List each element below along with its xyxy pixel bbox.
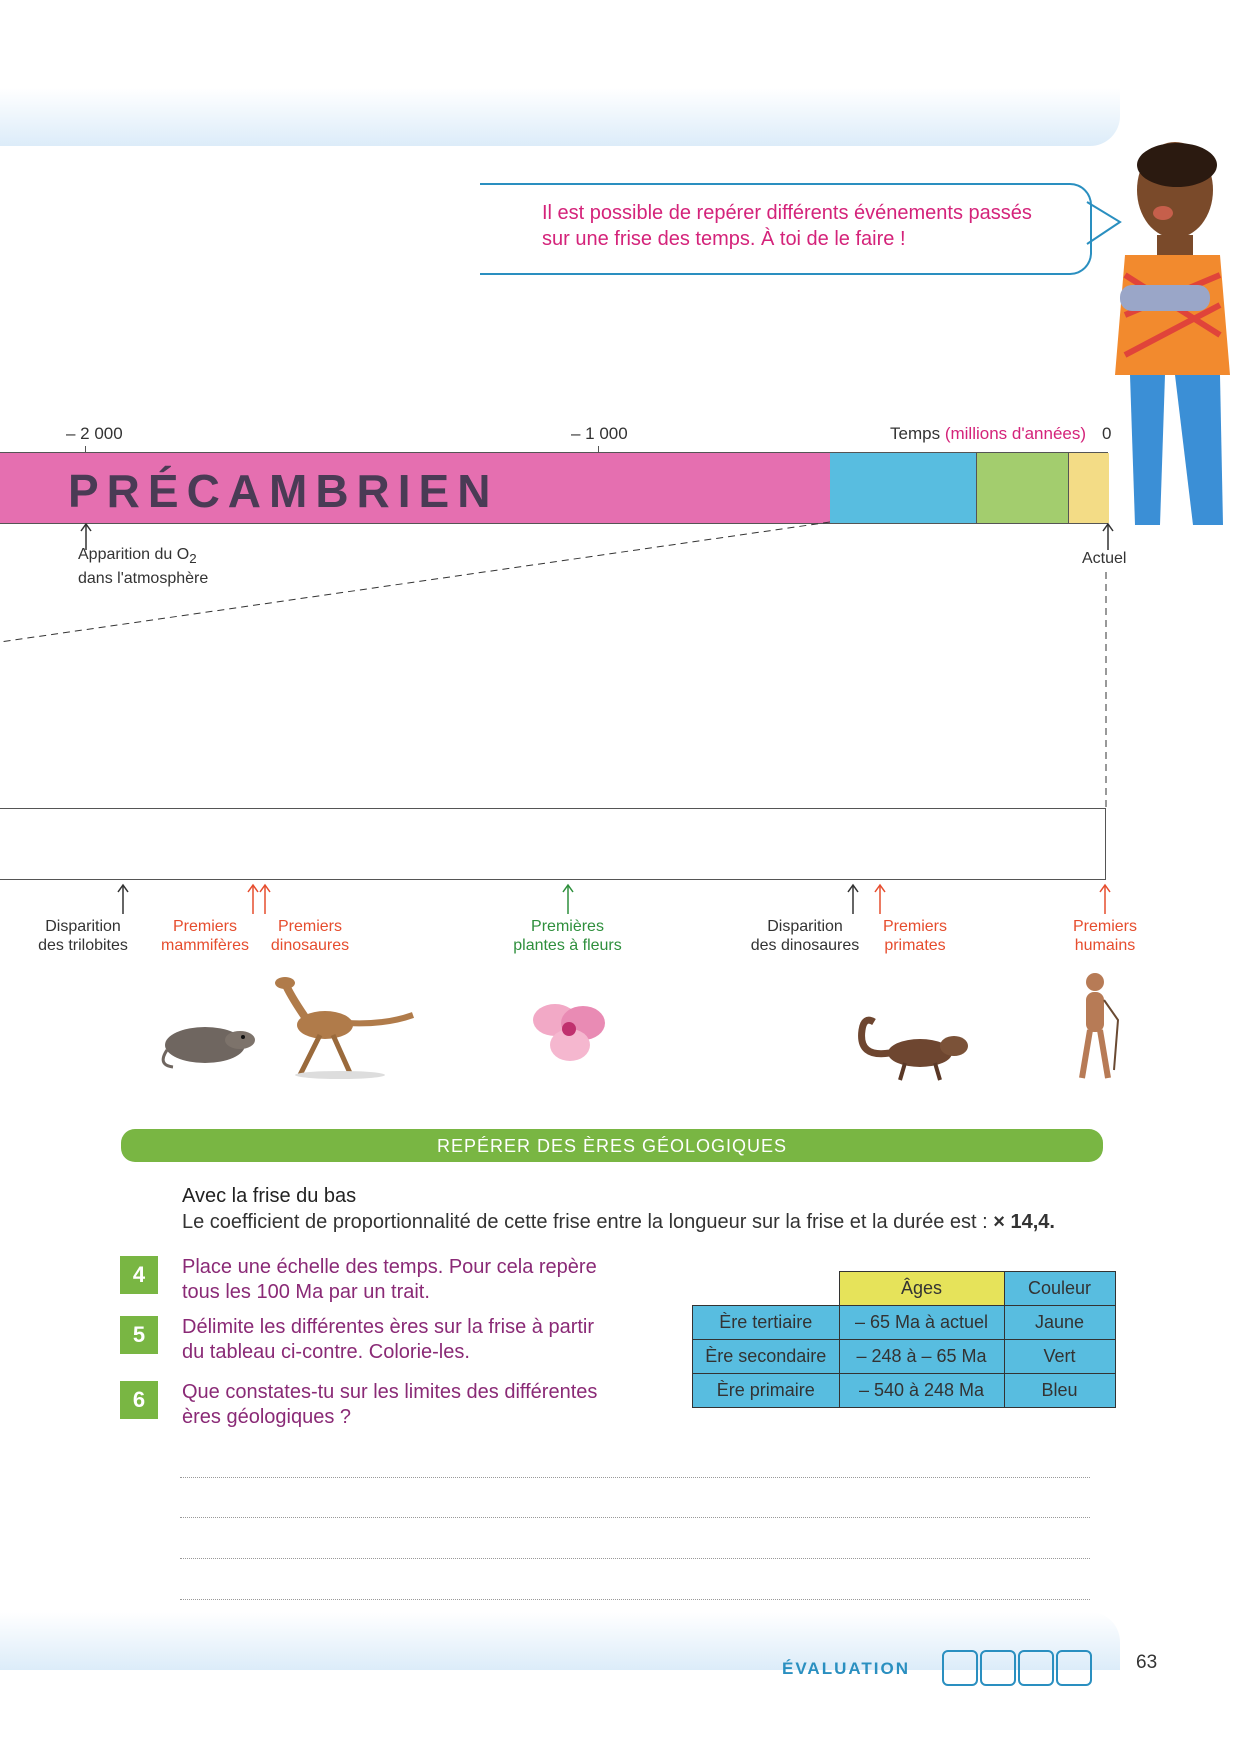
event-dinosaur-extinction: Disparition des dinosaures: [750, 918, 860, 954]
evaluation-label: ÉVALUATION: [782, 1659, 910, 1678]
primate-illustration: [858, 1016, 968, 1081]
answer-line-3[interactable]: [180, 1558, 1090, 1559]
oxygen-label: Apparition du O2 dans l'atmosphère: [78, 545, 208, 589]
bubble-tail-icon: [1086, 201, 1122, 245]
precambrian-segment: [0, 453, 830, 523]
evaluation-box-3[interactable]: [1018, 1650, 1054, 1686]
question-number-5: 5: [120, 1316, 158, 1354]
primary-era-segment: [830, 453, 976, 523]
era-age: – 248 à – 65 Ma: [838, 1339, 1005, 1374]
header-color: Couleur: [1003, 1271, 1116, 1306]
mammal-illustration: [161, 1027, 255, 1069]
era-name: Ère secondaire: [692, 1339, 840, 1374]
event-first-dinosaurs: Premiers dinosaures: [270, 918, 350, 954]
table-row: Ère secondaire – 248 à – 65 Ma Vert: [692, 1339, 1116, 1374]
evaluation-box-1[interactable]: [942, 1650, 978, 1686]
axis-unit: (millions d'années): [944, 424, 1087, 443]
boy-character-illustration: [1115, 142, 1230, 525]
header-ages: Âges: [838, 1271, 1005, 1306]
axis-label: Temps (millions d'années): [890, 424, 1086, 444]
precambrian-label: PRÉCAMBRIEN: [68, 465, 499, 517]
axis-title: Temps: [890, 424, 941, 443]
tertiary-era-segment: [1068, 453, 1109, 523]
blank-timeline-bar[interactable]: [0, 808, 1106, 880]
era-color: Vert: [1003, 1339, 1116, 1374]
speech-text: Il est possible de repérer différents év…: [542, 200, 1062, 252]
intro-factor: × 14,4.: [993, 1211, 1055, 1233]
event-first-mammals: Premiers mammifères: [160, 918, 249, 954]
top-band: [0, 88, 1120, 146]
event-first-primates: Premiers primates: [882, 918, 947, 954]
eras-table: Âges Couleur Ère tertiaire – 65 Ma à act…: [692, 1271, 1116, 1408]
era-color: Bleu: [1003, 1373, 1116, 1408]
tick-mark-2000: [85, 446, 86, 454]
question-number-6: 6: [120, 1381, 158, 1419]
intro-sentence: Le coefficient de proportionnalité de ce…: [182, 1211, 1055, 1234]
bottom-band: [0, 1612, 1120, 1670]
intro-heading: Avec la frise du bas: [182, 1185, 357, 1207]
speech-bubble: [480, 183, 1092, 275]
oxygen-arrow-icon: [80, 522, 92, 550]
question-5: Délimite les différentes ères sur la fri…: [182, 1316, 595, 1363]
precambrian-timeline-bar: [0, 452, 1109, 524]
tick-mark-1000: [598, 446, 599, 454]
event-first-humans: Premiers humains: [1072, 918, 1137, 954]
section-title: REPÉRER DES ÈRES GÉOLOGIQUES: [436, 1136, 788, 1156]
table-row: Ère primaire – 540 à 248 Ma Bleu: [692, 1373, 1116, 1408]
era-name: Ère primaire: [692, 1373, 840, 1408]
oxygen-line-1: Apparition du O2: [78, 546, 197, 567]
era-name: Ère tertiaire: [692, 1305, 840, 1340]
question-6: Que constates-tu sur les limites des dif…: [182, 1381, 598, 1428]
present-arrow-icon: [1102, 522, 1114, 550]
event-trilobites: Disparition des trilobites: [38, 918, 128, 954]
speech-line-1: Il est possible de repérer différents év…: [542, 202, 1032, 224]
evaluation-box-2[interactable]: [980, 1650, 1016, 1686]
table-corner-cell: [693, 1272, 840, 1306]
era-age: – 65 Ma à actuel: [838, 1305, 1005, 1340]
dinosaur-illustration: [275, 977, 415, 1079]
answer-line-2[interactable]: [180, 1517, 1090, 1518]
flower-illustration: [533, 1004, 605, 1061]
secondary-era-segment: [976, 453, 1069, 523]
page-number: 63: [1136, 1652, 1158, 1673]
evaluation-box-4[interactable]: [1056, 1650, 1092, 1686]
question-number-4: 4: [120, 1256, 158, 1294]
zoom-projection-lines: [0, 521, 1107, 808]
table-header-row: Âges Couleur: [693, 1271, 1116, 1306]
present-label: Actuel: [1082, 550, 1127, 567]
tick-label-0: 0: [1102, 424, 1112, 443]
tick-label-2000: – 2 000: [66, 424, 123, 443]
tick-label-1000: – 1 000: [571, 424, 628, 443]
event-arrows: [117, 883, 1111, 914]
intro-sentence-text: Le coefficient de proportionnalité de ce…: [182, 1211, 988, 1233]
answer-line-4[interactable]: [180, 1599, 1090, 1600]
question-4: Place une échelle des temps. Pour cela r…: [182, 1256, 597, 1303]
answer-line-1[interactable]: [180, 1477, 1090, 1478]
event-first-flowering-plants: Premières plantes à fleurs: [513, 918, 622, 954]
oxygen-line-2: dans l'atmosphère: [78, 570, 209, 588]
era-age: – 540 à 248 Ma: [838, 1373, 1005, 1408]
human-illustration: [1079, 973, 1120, 1079]
speech-line-2: sur une frise des temps. À toi de le fai…: [542, 228, 906, 250]
section-header-bar: [121, 1129, 1103, 1162]
table-row: Ère tertiaire – 65 Ma à actuel Jaune: [692, 1305, 1116, 1340]
era-color: Jaune: [1003, 1305, 1116, 1340]
